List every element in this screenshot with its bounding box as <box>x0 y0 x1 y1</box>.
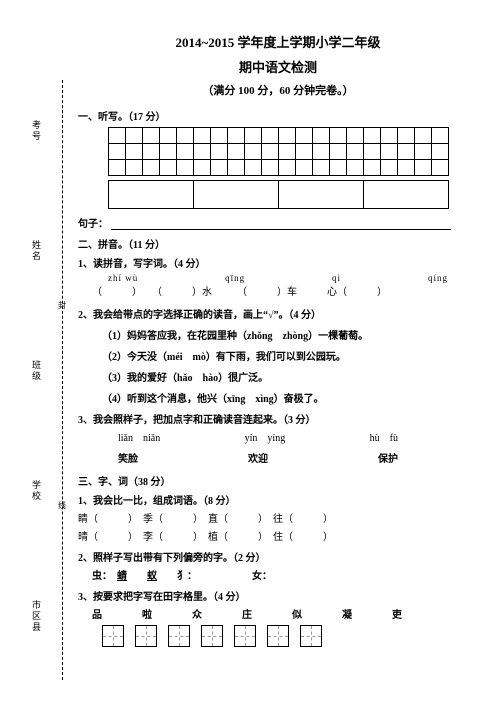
tian-cell <box>102 625 124 647</box>
main-content: 2014~2015 学年度上学期小学二年级 期中语文检测 （满分 100 分，6… <box>78 32 478 647</box>
tian-cell <box>267 625 289 647</box>
q2-2-title: 2、我会给带点的字选择正确的读音，画上“√”。（4 分） <box>78 306 478 321</box>
section-3-heading: 三、字、词（38 分） <box>78 473 478 488</box>
q3-1-row: 睛（ ） 季（ ） 直（ ） 往（ ） <box>78 510 478 525</box>
side-label: 学校 <box>30 480 43 502</box>
side-label: 班级 <box>30 360 43 382</box>
tian-cell <box>300 625 322 647</box>
q2-2-item: （1）妈妈答应我，在花园里种（zhǒng zhòng）一棵葡萄。 <box>102 327 478 342</box>
example-char: 蜻 <box>117 571 127 582</box>
q2-2-item: （4）听到这个消息，他兴（xīng xìng）奋极了。 <box>102 390 478 405</box>
q3-2-line: 虫： 蜻 蚁 犭： 女： <box>92 567 478 582</box>
q3-2-title: 2、照样子写出带有下列偏旁的字。（2 分） <box>78 549 478 564</box>
tian-char: 众 <box>192 606 202 621</box>
tian-cell <box>234 625 256 647</box>
dictation-grid-wide <box>108 180 449 209</box>
tian-char: 庄 <box>242 606 252 621</box>
char-word: 欢迎 <box>248 450 268 465</box>
fold-mark: 线 <box>58 500 66 511</box>
q2-3-char-row: 笑脸 欢迎 保护 <box>118 450 478 465</box>
q2-3-title: 3、我会照样子，把加点字和正确读音连起来。（3 分） <box>78 411 478 426</box>
q3-1-title: 1、我会比一比，组成词语。（8 分） <box>78 492 478 507</box>
section-1-heading: 一、听写。（17 分） <box>78 108 478 123</box>
sentence-blank-line <box>111 218 451 230</box>
pinyin-pair: yín yíng <box>245 429 286 444</box>
char-word: 保护 <box>378 450 398 465</box>
tian-grid-row <box>102 625 478 647</box>
q2-3-pinyin-row: liǎn niǎn yín yíng hù fù <box>118 429 478 444</box>
tian-char: 凝 <box>342 606 352 621</box>
pinyin-item: qíng <box>428 273 448 283</box>
q3-3-title: 3、按要求把字写在田字格里。（4 分） <box>78 588 478 603</box>
pinyin-item: qì <box>332 273 341 283</box>
section-2-heading: 二、拼音。（11 分） <box>78 236 478 251</box>
sentence-label: 句子： <box>78 219 108 230</box>
sentence-row: 句子： <box>78 215 478 230</box>
side-label: 市区县 <box>30 600 43 633</box>
q2-1-title: 1、读拼音，写字词。（4 分） <box>78 255 478 270</box>
example-char: 蚁 <box>147 571 157 582</box>
pinyin-item: qīng <box>225 273 245 283</box>
fold-line <box>62 80 63 680</box>
side-label: 姓名 <box>30 240 43 262</box>
char-word: 笑脸 <box>118 450 138 465</box>
pinyin-item: zhí wù <box>108 273 138 283</box>
fold-mark: 封 <box>58 300 66 311</box>
title-rules: （满分 100 分，60 分钟完卷。） <box>78 82 478 98</box>
paren-row: （ ） （ ）水 （ ）车 心（ ） <box>92 283 478 298</box>
pinyin-row: zhí wù qīng qì qíng <box>108 273 478 283</box>
tian-cell <box>168 625 190 647</box>
tian-char: 品 <box>92 606 102 621</box>
q2-2-item: （3）我的爱好（hǎo hào）很广泛。 <box>102 369 478 384</box>
dictation-grid <box>108 127 449 176</box>
title-exam: 期中语文检测 <box>78 57 478 76</box>
tian-char: 啦 <box>142 606 152 621</box>
title-year: 2014~2015 学年度上学期小学二年级 <box>78 32 478 51</box>
side-label: 考号 <box>30 120 43 142</box>
q2-2-item: （2）今天没（méi mò）有下雨，我们可以到公园玩。 <box>102 348 478 363</box>
tian-cell <box>201 625 223 647</box>
q3-3-chars: 品 啦 众 庄 似 凝 吏 <box>92 606 478 621</box>
tian-char: 吏 <box>392 606 402 621</box>
tian-char: 似 <box>292 606 302 621</box>
pinyin-pair: hù fù <box>370 429 398 444</box>
pinyin-pair: liǎn niǎn <box>118 429 160 444</box>
tian-cell <box>135 625 157 647</box>
q3-1-row: 晴（ ） 李（ ） 植（ ） 住（ ） <box>78 528 478 543</box>
side-label-column: 考号 姓名 班级 学校 市区县 <box>30 0 50 711</box>
